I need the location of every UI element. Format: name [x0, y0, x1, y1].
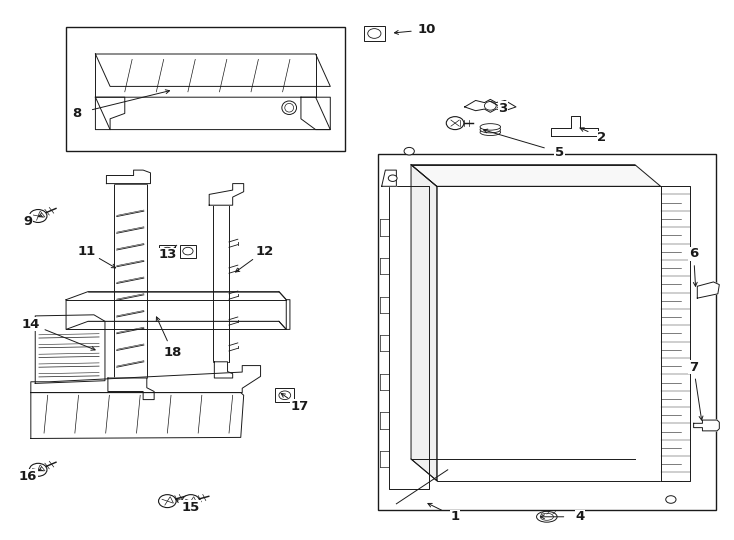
Circle shape	[29, 210, 47, 222]
Polygon shape	[550, 116, 598, 136]
Text: 14: 14	[21, 318, 40, 330]
Polygon shape	[694, 420, 719, 431]
Bar	[437, 186, 661, 481]
Text: 7: 7	[689, 361, 698, 374]
Polygon shape	[35, 315, 105, 383]
Bar	[275, 388, 294, 402]
Circle shape	[29, 463, 47, 476]
Polygon shape	[95, 54, 330, 86]
Polygon shape	[114, 184, 147, 378]
Polygon shape	[209, 184, 244, 205]
Ellipse shape	[282, 101, 297, 114]
Polygon shape	[389, 186, 429, 489]
Text: 4: 4	[575, 510, 584, 523]
Polygon shape	[411, 165, 661, 186]
Polygon shape	[31, 393, 244, 438]
Polygon shape	[465, 99, 516, 112]
Polygon shape	[31, 366, 261, 393]
Polygon shape	[697, 282, 719, 298]
Ellipse shape	[537, 511, 557, 522]
Bar	[378, 154, 716, 510]
Polygon shape	[301, 97, 330, 130]
Text: 2: 2	[597, 131, 606, 144]
Ellipse shape	[480, 124, 501, 130]
Bar	[180, 245, 196, 258]
Circle shape	[666, 496, 676, 503]
Polygon shape	[213, 205, 229, 362]
Circle shape	[484, 102, 496, 110]
Polygon shape	[66, 292, 286, 329]
Text: 16: 16	[18, 470, 37, 483]
Polygon shape	[214, 362, 233, 378]
Circle shape	[162, 247, 172, 255]
Polygon shape	[108, 378, 154, 400]
Circle shape	[183, 247, 193, 255]
Text: 9: 9	[23, 215, 32, 228]
Circle shape	[404, 147, 414, 155]
Bar	[159, 245, 175, 258]
Text: 3: 3	[498, 102, 507, 114]
Text: 15: 15	[182, 501, 200, 514]
Text: 1: 1	[451, 510, 459, 523]
Text: 10: 10	[418, 23, 437, 36]
Polygon shape	[411, 165, 437, 481]
Ellipse shape	[540, 513, 553, 521]
Text: 6: 6	[689, 247, 698, 260]
Ellipse shape	[285, 104, 294, 112]
Polygon shape	[661, 186, 690, 481]
Circle shape	[182, 495, 200, 508]
Text: 17: 17	[291, 400, 308, 413]
Text: 12: 12	[255, 245, 273, 258]
Bar	[66, 27, 345, 151]
Text: 8: 8	[73, 107, 81, 120]
Text: 5: 5	[555, 146, 564, 159]
Polygon shape	[106, 170, 150, 184]
Circle shape	[279, 391, 291, 400]
Bar	[364, 26, 385, 41]
Polygon shape	[95, 97, 125, 130]
Circle shape	[388, 175, 397, 181]
Ellipse shape	[480, 126, 501, 133]
Polygon shape	[95, 97, 330, 130]
Text: 13: 13	[158, 248, 177, 261]
Text: 11: 11	[78, 245, 95, 258]
Circle shape	[159, 495, 176, 508]
Polygon shape	[382, 170, 396, 186]
Circle shape	[368, 29, 381, 38]
Text: 18: 18	[163, 346, 182, 359]
Ellipse shape	[480, 129, 501, 136]
Circle shape	[446, 117, 464, 130]
